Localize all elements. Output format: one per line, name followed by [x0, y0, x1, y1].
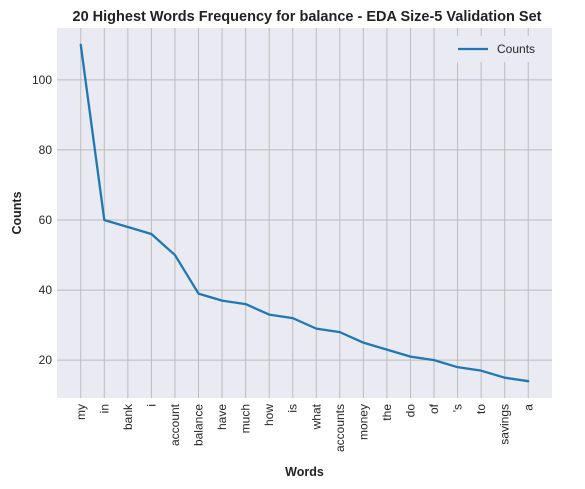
x-tick-label: a: [521, 404, 535, 411]
x-tick-label: have: [215, 404, 229, 430]
x-tick-label: of: [427, 403, 441, 414]
x-tick-label: bank: [121, 403, 135, 430]
x-tick-label: account: [168, 403, 182, 446]
x-tick-label: is: [286, 404, 300, 413]
x-tick-label: how: [262, 404, 276, 426]
x-tick-label: accounts: [333, 404, 347, 452]
y-tick-label: 60: [39, 213, 53, 227]
grid-lines: [57, 28, 552, 398]
y-tick-label: 100: [32, 73, 52, 87]
series-line-counts: [79, 43, 530, 383]
x-tick-label: much: [239, 404, 253, 433]
x-tick-label: money: [356, 404, 370, 440]
x-axis-ticks: my in bank i account balance have much how is what…: [74, 403, 536, 452]
x-tick-label: my: [74, 404, 88, 420]
x-tick-label: to: [474, 404, 488, 414]
chart-title: 20 Highest Words Frequency for balance -…: [73, 9, 542, 25]
y-axis-ticks: 20 40 60 80 100: [32, 73, 52, 367]
x-tick-label: balance: [192, 404, 206, 446]
series-layer: [79, 43, 530, 383]
x-axis-label: Words: [285, 465, 324, 479]
x-tick-label: do: [403, 404, 417, 418]
y-tick-label: 20: [39, 353, 53, 367]
x-tick-label: the: [380, 404, 394, 421]
x-tick-label: i: [144, 404, 158, 407]
x-tick-label: in: [97, 404, 111, 413]
y-axis-label: Counts: [10, 191, 24, 234]
x-tick-label: savings: [498, 404, 512, 445]
legend: Counts: [450, 36, 546, 62]
plot-area: [57, 28, 552, 398]
x-tick-label: what: [309, 403, 323, 430]
legend-label-counts: Counts: [497, 42, 535, 56]
y-tick-label: 80: [39, 143, 53, 157]
x-tick-label: 's: [451, 404, 465, 412]
y-tick-label: 40: [39, 283, 53, 297]
